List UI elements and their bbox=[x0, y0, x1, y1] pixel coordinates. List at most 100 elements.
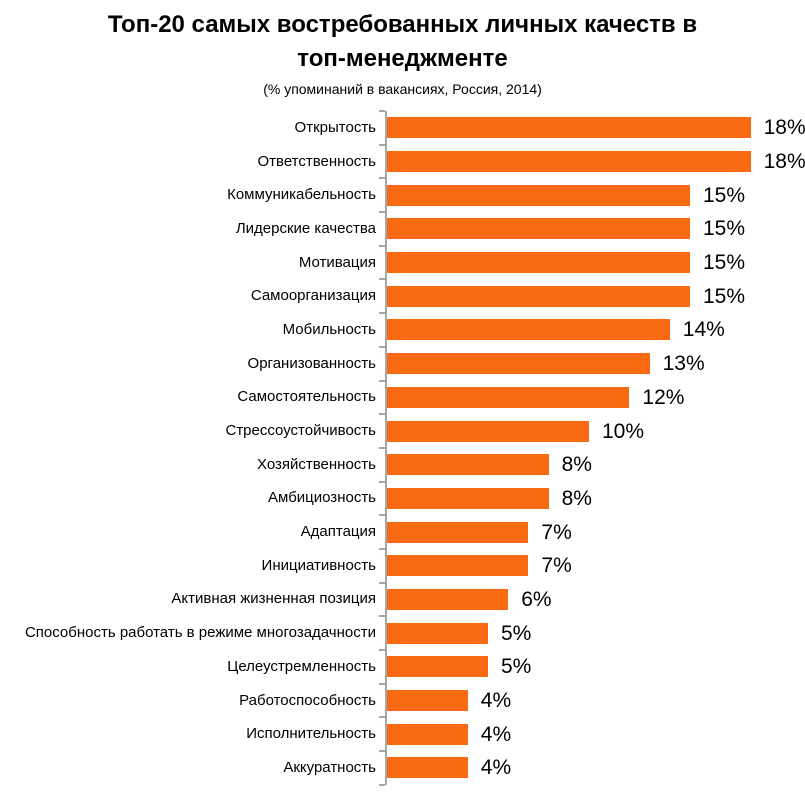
value-label: 15% bbox=[703, 284, 746, 308]
bar bbox=[387, 218, 690, 240]
bar-row: Самоорганизация 15% bbox=[0, 278, 805, 314]
category-label: Исполнительность bbox=[246, 725, 376, 743]
bar-track: 14% bbox=[379, 312, 805, 347]
bar-track: 6% bbox=[379, 581, 805, 617]
bar-row: Целеустремленность 5% bbox=[0, 649, 805, 684]
bar-row: Хозяйственность 8% bbox=[0, 446, 805, 482]
bar-track: 8% bbox=[379, 446, 805, 482]
bar-track: 10% bbox=[379, 413, 805, 448]
bar-track: 8% bbox=[379, 480, 805, 516]
bar-track: 5% bbox=[379, 615, 805, 650]
bar-track: 7% bbox=[379, 514, 805, 549]
category-label: Амбициозность bbox=[268, 489, 376, 507]
bar-track: 12% bbox=[379, 379, 805, 415]
value-label: 4% bbox=[480, 756, 512, 780]
bar bbox=[387, 757, 468, 779]
value-label: 7% bbox=[541, 520, 572, 544]
category-label: Открытость bbox=[294, 118, 376, 136]
bar-row: Работоспособность 4% bbox=[0, 682, 805, 718]
bar-track: 4% bbox=[379, 682, 805, 718]
value-label: 6% bbox=[521, 587, 552, 611]
bar-row: Амбициозность 8% bbox=[0, 480, 805, 516]
bar-row: Мобильность 14% bbox=[0, 312, 805, 347]
category-label: Организованность bbox=[247, 354, 376, 372]
bar bbox=[387, 386, 630, 408]
bar bbox=[387, 454, 549, 476]
category-label: Самостоятельность bbox=[237, 388, 376, 406]
bar bbox=[387, 151, 751, 173]
bar bbox=[387, 656, 488, 678]
value-label: 12% bbox=[642, 385, 685, 409]
bar bbox=[387, 184, 690, 206]
category-label: Способность работать в режиме многозадач… bbox=[24, 624, 376, 642]
value-label: 18% bbox=[763, 116, 805, 140]
category-label: Ответственность bbox=[257, 152, 377, 170]
bar-chart: Открытость 18% Ответственность 18% Коммуника… bbox=[0, 110, 805, 786]
category-label: Стрессоустойчивость bbox=[225, 422, 376, 440]
value-label: 4% bbox=[480, 722, 512, 746]
bar bbox=[387, 319, 670, 341]
chart-title: Топ-20 самых востребованных личных качес… bbox=[107, 11, 698, 72]
value-label: 13% bbox=[662, 352, 705, 376]
bar-track: 15% bbox=[379, 244, 805, 280]
bar bbox=[387, 555, 529, 577]
value-label: 8% bbox=[561, 453, 592, 477]
bar-track: 7% bbox=[379, 547, 805, 583]
bar-row: Ответственность 18% bbox=[0, 143, 805, 179]
bar bbox=[387, 622, 488, 644]
chart-header: Топ-20 самых востребованных личных качес… bbox=[0, 0, 805, 98]
bar-row: Открытость 18% bbox=[0, 110, 805, 145]
category-label: Мотивация bbox=[298, 253, 376, 271]
bar bbox=[387, 723, 468, 745]
bar-track: 18% bbox=[379, 110, 805, 145]
bar-row: Исполнительность 4% bbox=[0, 716, 805, 752]
bar bbox=[387, 252, 690, 274]
value-label: 7% bbox=[541, 554, 572, 578]
bar-track: 15% bbox=[379, 177, 805, 213]
bar bbox=[387, 487, 549, 509]
bar-row: Самостоятельность 12% bbox=[0, 379, 805, 415]
bar-row: Коммуникабельность 15% bbox=[0, 177, 805, 213]
bar bbox=[387, 285, 690, 307]
bar-row: Способность работать в режиме многозадач… bbox=[0, 615, 805, 650]
value-label: 5% bbox=[501, 621, 532, 645]
bar bbox=[387, 690, 468, 712]
value-label: 10% bbox=[602, 419, 645, 443]
value-label: 18% bbox=[763, 150, 805, 174]
category-label: Самоорганизация bbox=[250, 287, 376, 305]
bar bbox=[387, 588, 509, 610]
bar-row: Аккуратность 4% bbox=[0, 750, 805, 786]
category-label: Адаптация bbox=[300, 523, 376, 541]
bar-row: Инициативность 7% bbox=[0, 547, 805, 583]
category-label: Инициативность bbox=[261, 556, 376, 574]
bar-track: 4% bbox=[379, 750, 805, 786]
bar-row: Стрессоустойчивость 10% bbox=[0, 413, 805, 448]
value-label: 8% bbox=[561, 486, 592, 510]
bar-track: 4% bbox=[379, 716, 805, 752]
bar-row: Организованность 13% bbox=[0, 345, 805, 381]
category-label: Целеустремленность bbox=[227, 657, 376, 675]
bar bbox=[387, 117, 751, 139]
category-label: Аккуратность bbox=[283, 758, 376, 776]
value-label: 4% bbox=[480, 689, 512, 713]
value-label: 5% bbox=[501, 655, 532, 679]
category-label: Работоспособность bbox=[239, 691, 376, 709]
bar-track: 15% bbox=[379, 278, 805, 314]
bar bbox=[387, 420, 589, 442]
bar-track: 15% bbox=[379, 211, 805, 246]
category-label: Мобильность bbox=[282, 320, 376, 338]
value-label: 15% bbox=[703, 183, 746, 207]
value-label: 14% bbox=[682, 318, 725, 342]
category-label: Активная жизненная позиция bbox=[171, 590, 376, 608]
category-label: Лидерские качества bbox=[235, 219, 376, 237]
category-label: Хозяйственность bbox=[257, 455, 376, 473]
bar-row: Активная жизненная позиция 6% bbox=[0, 581, 805, 617]
value-label: 15% bbox=[703, 251, 746, 275]
bar bbox=[387, 521, 529, 543]
category-label: Коммуникабельность bbox=[227, 186, 376, 204]
bar-track: 18% bbox=[379, 143, 805, 179]
bar-row: Лидерские качества 15% bbox=[0, 211, 805, 246]
bar-row: Адаптация 7% bbox=[0, 514, 805, 549]
bar-track: 13% bbox=[379, 345, 805, 381]
